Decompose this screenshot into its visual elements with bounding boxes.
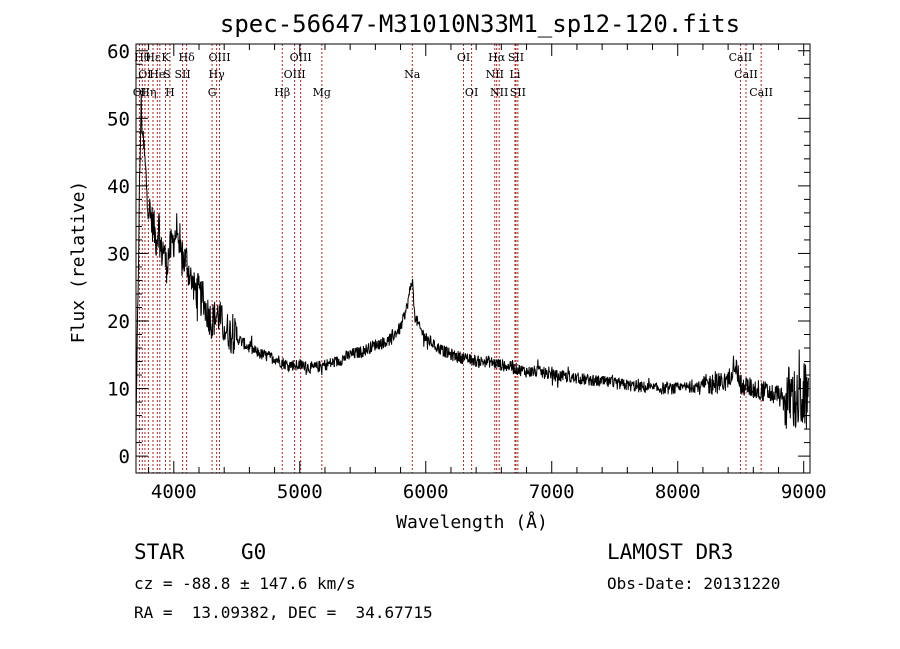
redshift-velocity: cz = -88.8 ± 147.6 km/s bbox=[134, 574, 356, 593]
survey-name: LAMOST DR3 bbox=[607, 540, 734, 564]
emission-line-label: OI bbox=[138, 68, 151, 81]
emission-line-label: OI bbox=[457, 51, 470, 64]
y-tick-label: 50 bbox=[107, 108, 130, 130]
emission-line-label: CaII bbox=[749, 86, 773, 99]
emission-line-label: K bbox=[161, 51, 170, 64]
spectrum-series bbox=[135, 93, 809, 437]
emission-line-label: CaII bbox=[734, 68, 758, 81]
emission-line-label: OIII bbox=[208, 51, 230, 64]
emission-line-label: S bbox=[163, 68, 171, 81]
emission-line-label: OI bbox=[133, 86, 146, 99]
emission-line-label: OIII bbox=[284, 68, 306, 81]
emission-line-markers bbox=[138, 44, 762, 473]
sky-coordinates: RA = 13.09382, DEC = 34.67715 bbox=[134, 603, 433, 622]
emission-line-label: Hδ bbox=[179, 51, 196, 64]
y-axis-label: Flux (relative) bbox=[68, 181, 89, 344]
emission-line-label: Na bbox=[404, 68, 421, 81]
y-tick-label: 10 bbox=[107, 379, 130, 401]
x-tick-label: 5000 bbox=[277, 481, 323, 503]
emission-line-label: OI bbox=[465, 86, 478, 99]
y-tick-label: 20 bbox=[107, 311, 130, 333]
plot-frame bbox=[135, 43, 811, 474]
emission-line-label: Li bbox=[510, 68, 521, 81]
observation-date: Obs-Date: 20131220 bbox=[607, 574, 781, 593]
emission-line-label: Hη bbox=[140, 86, 156, 99]
object-class: STAR bbox=[134, 540, 185, 564]
x-axis-label: Wavelength (Å) bbox=[396, 511, 548, 533]
x-tick-label: 6000 bbox=[403, 481, 449, 503]
spectrum-line bbox=[135, 93, 809, 437]
emission-line-label: He bbox=[149, 68, 165, 81]
emission-line-label: SII bbox=[510, 86, 526, 99]
object-subclass: G0 bbox=[241, 540, 267, 564]
x-tick-label: 4000 bbox=[151, 481, 197, 503]
emission-line-label: CaII bbox=[729, 51, 753, 64]
emission-line-label: Hθ bbox=[134, 51, 151, 64]
emission-line-label: Hα bbox=[488, 51, 506, 64]
emission-line-label: Mg bbox=[313, 86, 331, 99]
emission-line-label: NII bbox=[490, 86, 508, 99]
emission-line-label: SII bbox=[174, 68, 190, 81]
emission-line-label: Hβ bbox=[274, 86, 290, 99]
emission-line-label: Hγ bbox=[209, 68, 226, 81]
emission-line-label: OIII bbox=[290, 51, 312, 64]
plot-border bbox=[135, 43, 811, 474]
y-tick-label: 60 bbox=[107, 41, 130, 63]
chart-title: spec-56647-M31010N33M1_sp12-120.fits bbox=[220, 10, 740, 38]
y-tick-label: 0 bbox=[119, 446, 130, 468]
x-tick-label: 7000 bbox=[529, 481, 575, 503]
emission-line-label: G bbox=[208, 86, 217, 99]
emission-line-label: H bbox=[165, 86, 175, 99]
y-tick-label: 30 bbox=[107, 243, 130, 265]
emission-line-labels: OIHθOIHηHεHeKSHSIIHδGHγOIIIHβOIIIOIIIMgN… bbox=[133, 51, 773, 99]
x-tick-label: 9000 bbox=[781, 481, 827, 503]
emission-line-label: NII bbox=[486, 68, 504, 81]
x-tick-label: 8000 bbox=[655, 481, 701, 503]
emission-line-label: SII bbox=[508, 51, 524, 64]
emission-line-label: Hε bbox=[145, 51, 161, 64]
y-tick-label: 40 bbox=[107, 176, 130, 198]
axis-ticks: 4000 5000 6000 7000 8000 9000 0 10 20 30 40 50 60 bbox=[107, 41, 826, 503]
